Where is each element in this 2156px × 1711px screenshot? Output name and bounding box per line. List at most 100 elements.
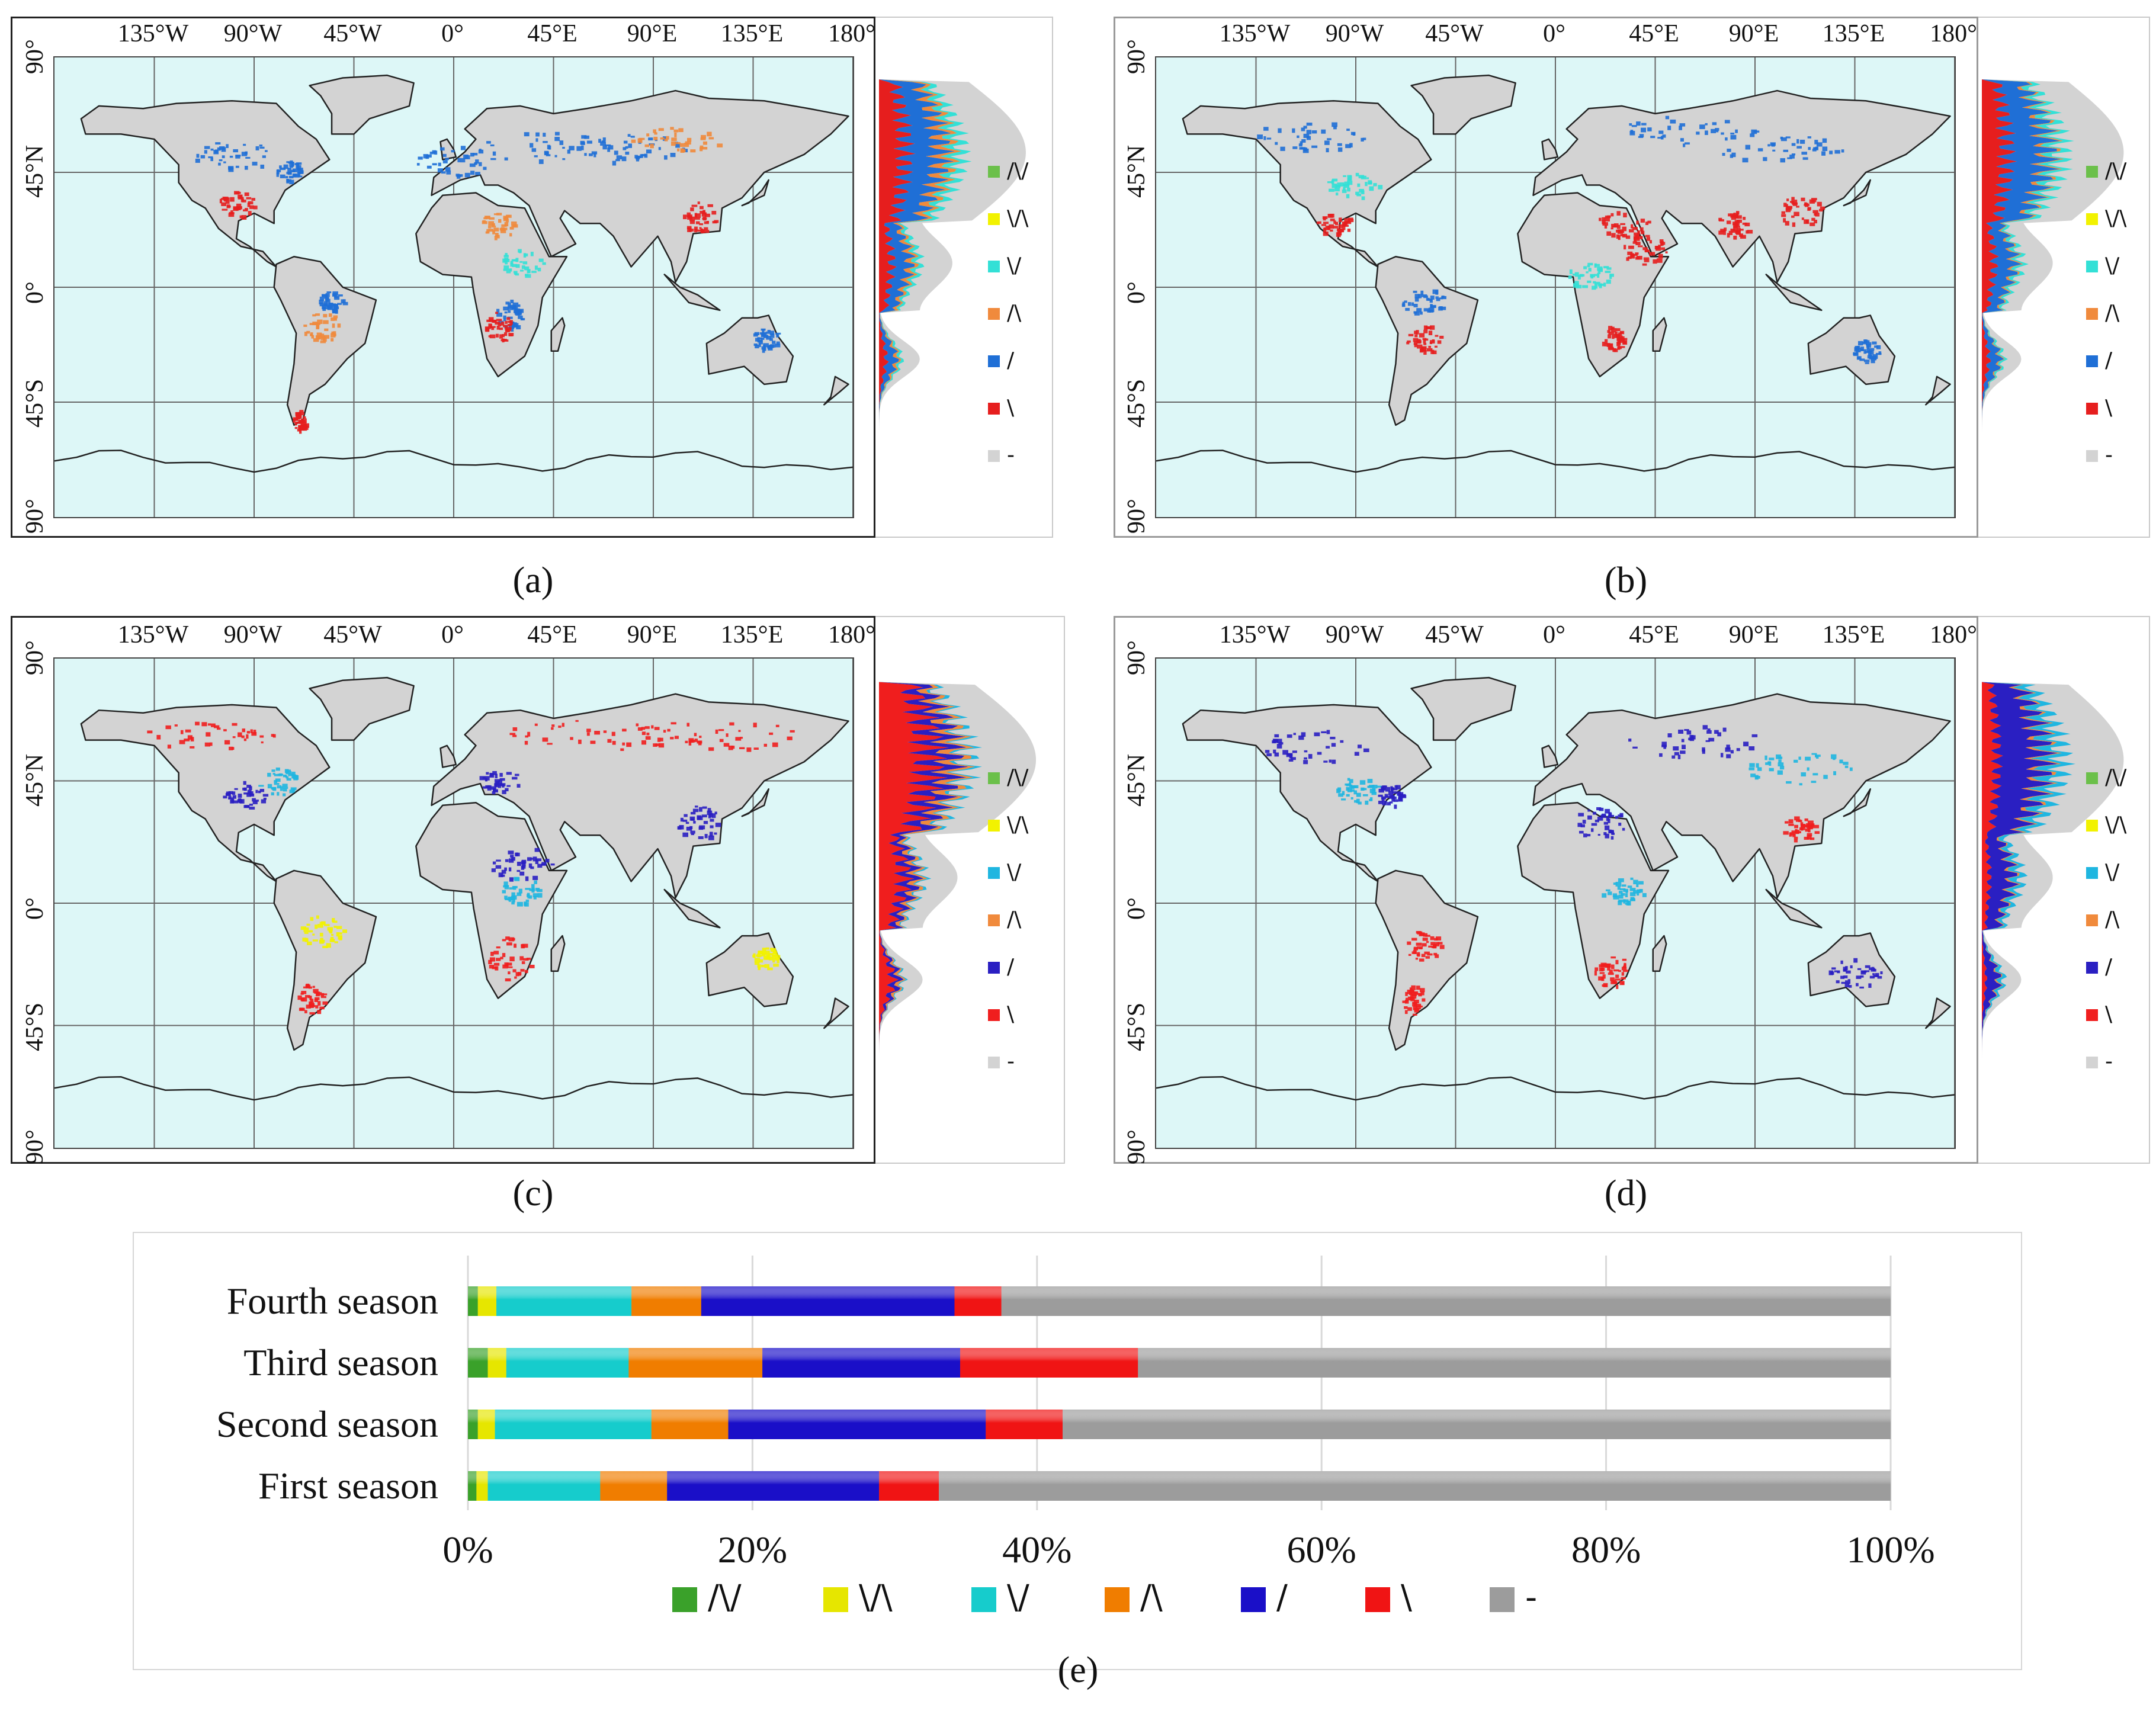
trend-pixel xyxy=(513,271,518,274)
trend-pixel xyxy=(492,223,495,226)
trend-pixel xyxy=(777,959,779,964)
trend-pixel xyxy=(1767,144,1770,147)
trend-pixel xyxy=(1756,763,1759,768)
trend-pixel xyxy=(1624,245,1626,250)
trend-pixel xyxy=(1610,964,1615,970)
trend-pixel xyxy=(1812,773,1818,776)
trend-pixel xyxy=(1632,227,1638,230)
trend-pixel xyxy=(487,788,492,791)
trend-pixel xyxy=(704,834,708,839)
trend-pixel xyxy=(775,953,778,957)
bar-segment-shading xyxy=(468,1471,477,1501)
trend-pixel xyxy=(283,774,287,778)
trend-pixel xyxy=(1750,773,1756,778)
trend-pixel xyxy=(636,723,639,727)
trend-pixel xyxy=(544,150,549,154)
legend-label: / xyxy=(1007,955,1015,979)
trend-pixel xyxy=(288,175,294,179)
trend-pixel xyxy=(755,338,759,342)
trend-pixel xyxy=(531,271,537,273)
landmass-japan xyxy=(1843,788,1871,817)
trend-pixel xyxy=(1866,348,1871,353)
trend-pixel xyxy=(300,425,306,431)
trend-pixel xyxy=(686,226,692,230)
trend-pixel xyxy=(1776,754,1782,759)
trend-pixel xyxy=(1646,237,1651,241)
trend-pixel xyxy=(1788,819,1794,824)
trend-pixel xyxy=(1339,217,1342,222)
trend-pixel xyxy=(322,306,326,311)
trend-pixel xyxy=(1333,126,1337,130)
trend-pixel xyxy=(685,821,689,824)
trend-pixel xyxy=(670,722,676,725)
trend-pixel xyxy=(612,741,616,745)
trend-pixel xyxy=(1405,307,1410,311)
trend-pixel xyxy=(1831,754,1837,759)
trend-pixel xyxy=(1863,349,1867,354)
trend-pixel xyxy=(1815,213,1820,217)
trend-pixel xyxy=(500,227,505,231)
trend-pixel xyxy=(297,429,301,432)
trend-pixel xyxy=(1683,143,1686,147)
trend-pixel xyxy=(490,158,496,160)
trend-pixel xyxy=(1730,132,1735,135)
trend-pixel xyxy=(1794,211,1799,217)
longitude-tick-label: 45°E xyxy=(1629,621,1679,649)
trend-pixel xyxy=(217,147,221,151)
longitude-tick-label: 0° xyxy=(1543,20,1565,47)
trend-pixel xyxy=(746,747,752,752)
trend-pixel xyxy=(1407,996,1413,1001)
trend-pixel xyxy=(502,890,506,894)
trend-pixel xyxy=(310,1005,316,1007)
trend-pixel xyxy=(1324,140,1330,145)
trend-pixel xyxy=(1276,744,1282,749)
trend-pixel xyxy=(1303,760,1308,765)
trend-pixel xyxy=(630,136,635,138)
trend-pixel xyxy=(315,924,318,929)
trend-pixel xyxy=(526,958,531,960)
trend-pixel xyxy=(1337,232,1342,236)
trend-pixel xyxy=(1846,970,1851,974)
trend-pixel xyxy=(343,299,346,303)
trend-pixel xyxy=(1343,187,1346,191)
trend-pixel xyxy=(1735,211,1740,213)
trend-pixel xyxy=(714,811,717,815)
landmass-australia xyxy=(1807,314,1896,386)
trend-pixel xyxy=(489,772,493,777)
trend-pixel xyxy=(758,343,761,347)
legend-item: - xyxy=(2086,443,2113,467)
trend-pixel xyxy=(1767,761,1771,764)
bar-segment-shading xyxy=(960,1348,1138,1378)
trend-pixel xyxy=(304,938,309,942)
longitude-tick-label: 180° xyxy=(1930,621,1977,649)
trend-pixel xyxy=(309,1012,316,1015)
trend-pixel xyxy=(1591,823,1597,826)
trend-pixel xyxy=(1420,290,1424,296)
trend-pixel xyxy=(509,233,512,237)
trend-pixel xyxy=(1670,119,1676,124)
trend-pixel xyxy=(590,740,596,744)
trend-pixel xyxy=(326,291,332,294)
trend-pixel xyxy=(651,725,654,729)
trend-pixel xyxy=(1607,966,1610,971)
trend-pixel xyxy=(594,731,601,735)
trend-pixel xyxy=(1848,985,1852,988)
trend-pixel xyxy=(328,313,332,317)
trend-pixel xyxy=(1631,898,1635,901)
trend-pixel xyxy=(1599,807,1604,811)
trend-pixel xyxy=(1850,965,1853,969)
trend-pixel xyxy=(1673,746,1679,751)
trend-pixel xyxy=(1413,341,1417,345)
trend-pixel xyxy=(304,332,307,336)
trend-pixel xyxy=(1587,815,1592,820)
trend-pixel xyxy=(249,205,254,209)
trend-pixel xyxy=(332,309,338,314)
trend-pixel xyxy=(1618,900,1622,906)
trend-pixel xyxy=(1684,729,1689,731)
trend-pixel xyxy=(735,737,742,741)
trend-pixel xyxy=(1715,128,1719,131)
trend-pixel xyxy=(277,169,281,172)
trend-pixel xyxy=(547,743,553,745)
trend-pixel xyxy=(320,337,325,341)
trend-pixel xyxy=(1362,794,1368,797)
